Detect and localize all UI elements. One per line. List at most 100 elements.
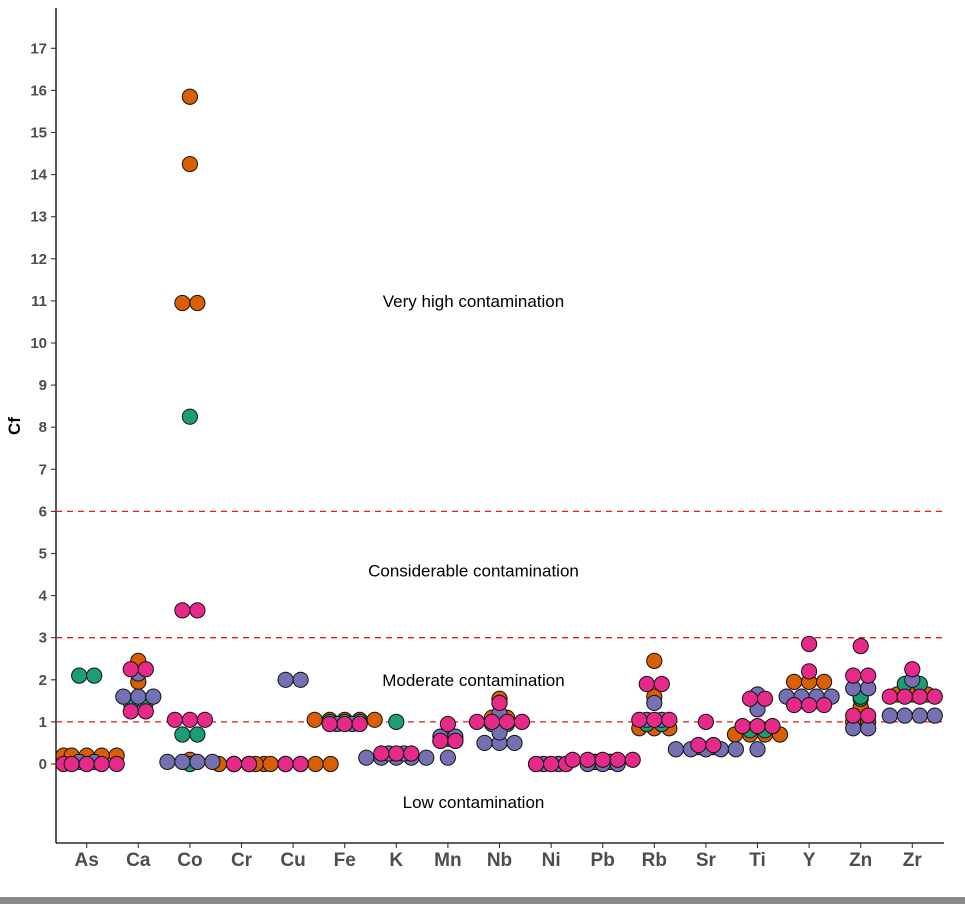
data-point	[388, 713, 405, 731]
data-point	[403, 745, 420, 762]
data-point	[86, 667, 103, 684]
y-tick-label: 5	[39, 546, 47, 563]
y-tick-label: 6	[39, 503, 47, 520]
data-point	[904, 661, 921, 678]
x-tick-label: Zr	[903, 850, 923, 871]
data-point	[174, 294, 191, 312]
data-point	[690, 736, 707, 754]
threshold-lines	[56, 510, 944, 723]
data-point	[358, 749, 375, 766]
data-point	[911, 688, 928, 705]
x-tick-label: Ti	[749, 850, 766, 871]
data-point	[764, 718, 781, 735]
data-point	[63, 755, 80, 773]
data-point	[189, 602, 206, 619]
y-tick-label: 4	[39, 588, 48, 605]
data-point	[506, 734, 523, 752]
data-point	[196, 711, 213, 728]
data-point	[130, 688, 147, 705]
data-point	[594, 751, 611, 768]
data-point	[189, 294, 206, 312]
data-point	[860, 667, 877, 684]
data-point	[543, 755, 560, 773]
data-point	[579, 751, 596, 768]
data-point	[240, 755, 258, 773]
data-point	[115, 688, 132, 705]
data-point	[513, 713, 531, 731]
x-ticks: As Ca Co Cr Cu Fe K Mn Nb Ni Pb Rb Sr Ti Y Zn Zr	[75, 843, 923, 871]
data-point	[801, 696, 818, 714]
data-point	[174, 753, 191, 770]
x-axis: As Ca Co Cr Cu Fe K Mn Nb Ni Pb Rb Sr Ti Y Zn Zr	[56, 842, 944, 871]
y-tick-label: 1	[39, 714, 47, 731]
data-point	[624, 751, 641, 768]
y-tick-label: 14	[30, 167, 47, 184]
data-point	[71, 667, 88, 684]
data-point	[631, 711, 648, 728]
y-tick-label: 10	[30, 335, 47, 352]
data-point	[336, 715, 353, 733]
data-point	[786, 696, 803, 714]
data-point	[373, 745, 390, 762]
x-tick-label: Fe	[334, 850, 356, 871]
data-point	[166, 711, 183, 728]
data-point	[564, 751, 581, 768]
data-point	[926, 688, 943, 705]
data-points	[55, 88, 943, 773]
data-point	[881, 688, 898, 705]
data-point	[727, 741, 745, 758]
data-point	[137, 661, 154, 678]
x-tick-label: Nb	[487, 850, 512, 871]
data-point	[926, 707, 943, 724]
data-point	[181, 711, 198, 728]
data-point	[137, 703, 154, 720]
data-point	[388, 745, 405, 762]
data-point	[816, 673, 833, 691]
data-point	[174, 726, 191, 743]
data-point	[646, 652, 663, 669]
data-point	[181, 88, 198, 105]
data-point	[277, 671, 294, 688]
zone-label: Low contamination	[403, 793, 545, 812]
data-point	[476, 734, 493, 752]
y-axis-title: Cf	[5, 417, 24, 435]
data-point	[159, 753, 176, 770]
data-point	[78, 755, 95, 773]
data-point	[653, 675, 670, 693]
data-point	[181, 155, 198, 173]
data-point	[439, 749, 456, 766]
data-point	[418, 749, 435, 766]
y-tick-label: 7	[39, 461, 47, 478]
zone-annotations: Very high contamination Considerable cont…	[368, 292, 579, 812]
y-tick-label: 3	[39, 630, 47, 647]
data-point	[646, 694, 663, 712]
data-point	[468, 713, 486, 731]
x-tick-label: Y	[803, 850, 816, 871]
y-tick-label: 2	[39, 672, 47, 689]
data-point	[225, 755, 243, 773]
x-tick-label: Zn	[849, 850, 872, 871]
data-point	[292, 671, 309, 688]
data-point	[189, 726, 206, 743]
data-point	[204, 753, 221, 770]
y-tick-label: 9	[39, 377, 47, 394]
zone-label: Very high contamination	[383, 292, 564, 311]
data-point	[189, 753, 206, 770]
y-tick-label: 0	[39, 756, 47, 773]
x-tick-label: Rb	[642, 850, 667, 871]
data-point	[528, 755, 545, 773]
data-point	[122, 703, 139, 720]
data-point	[439, 715, 456, 733]
data-point	[483, 713, 501, 731]
window-scrollbar-strip	[0, 897, 965, 904]
x-tick-label: Ca	[126, 850, 151, 871]
data-point	[351, 715, 368, 733]
data-point	[756, 690, 774, 707]
data-point	[697, 713, 715, 731]
y-tick-label: 8	[39, 419, 47, 436]
x-tick-label: Pb	[591, 850, 615, 871]
x-tick-label: Ni	[542, 850, 561, 871]
data-point	[638, 675, 655, 693]
